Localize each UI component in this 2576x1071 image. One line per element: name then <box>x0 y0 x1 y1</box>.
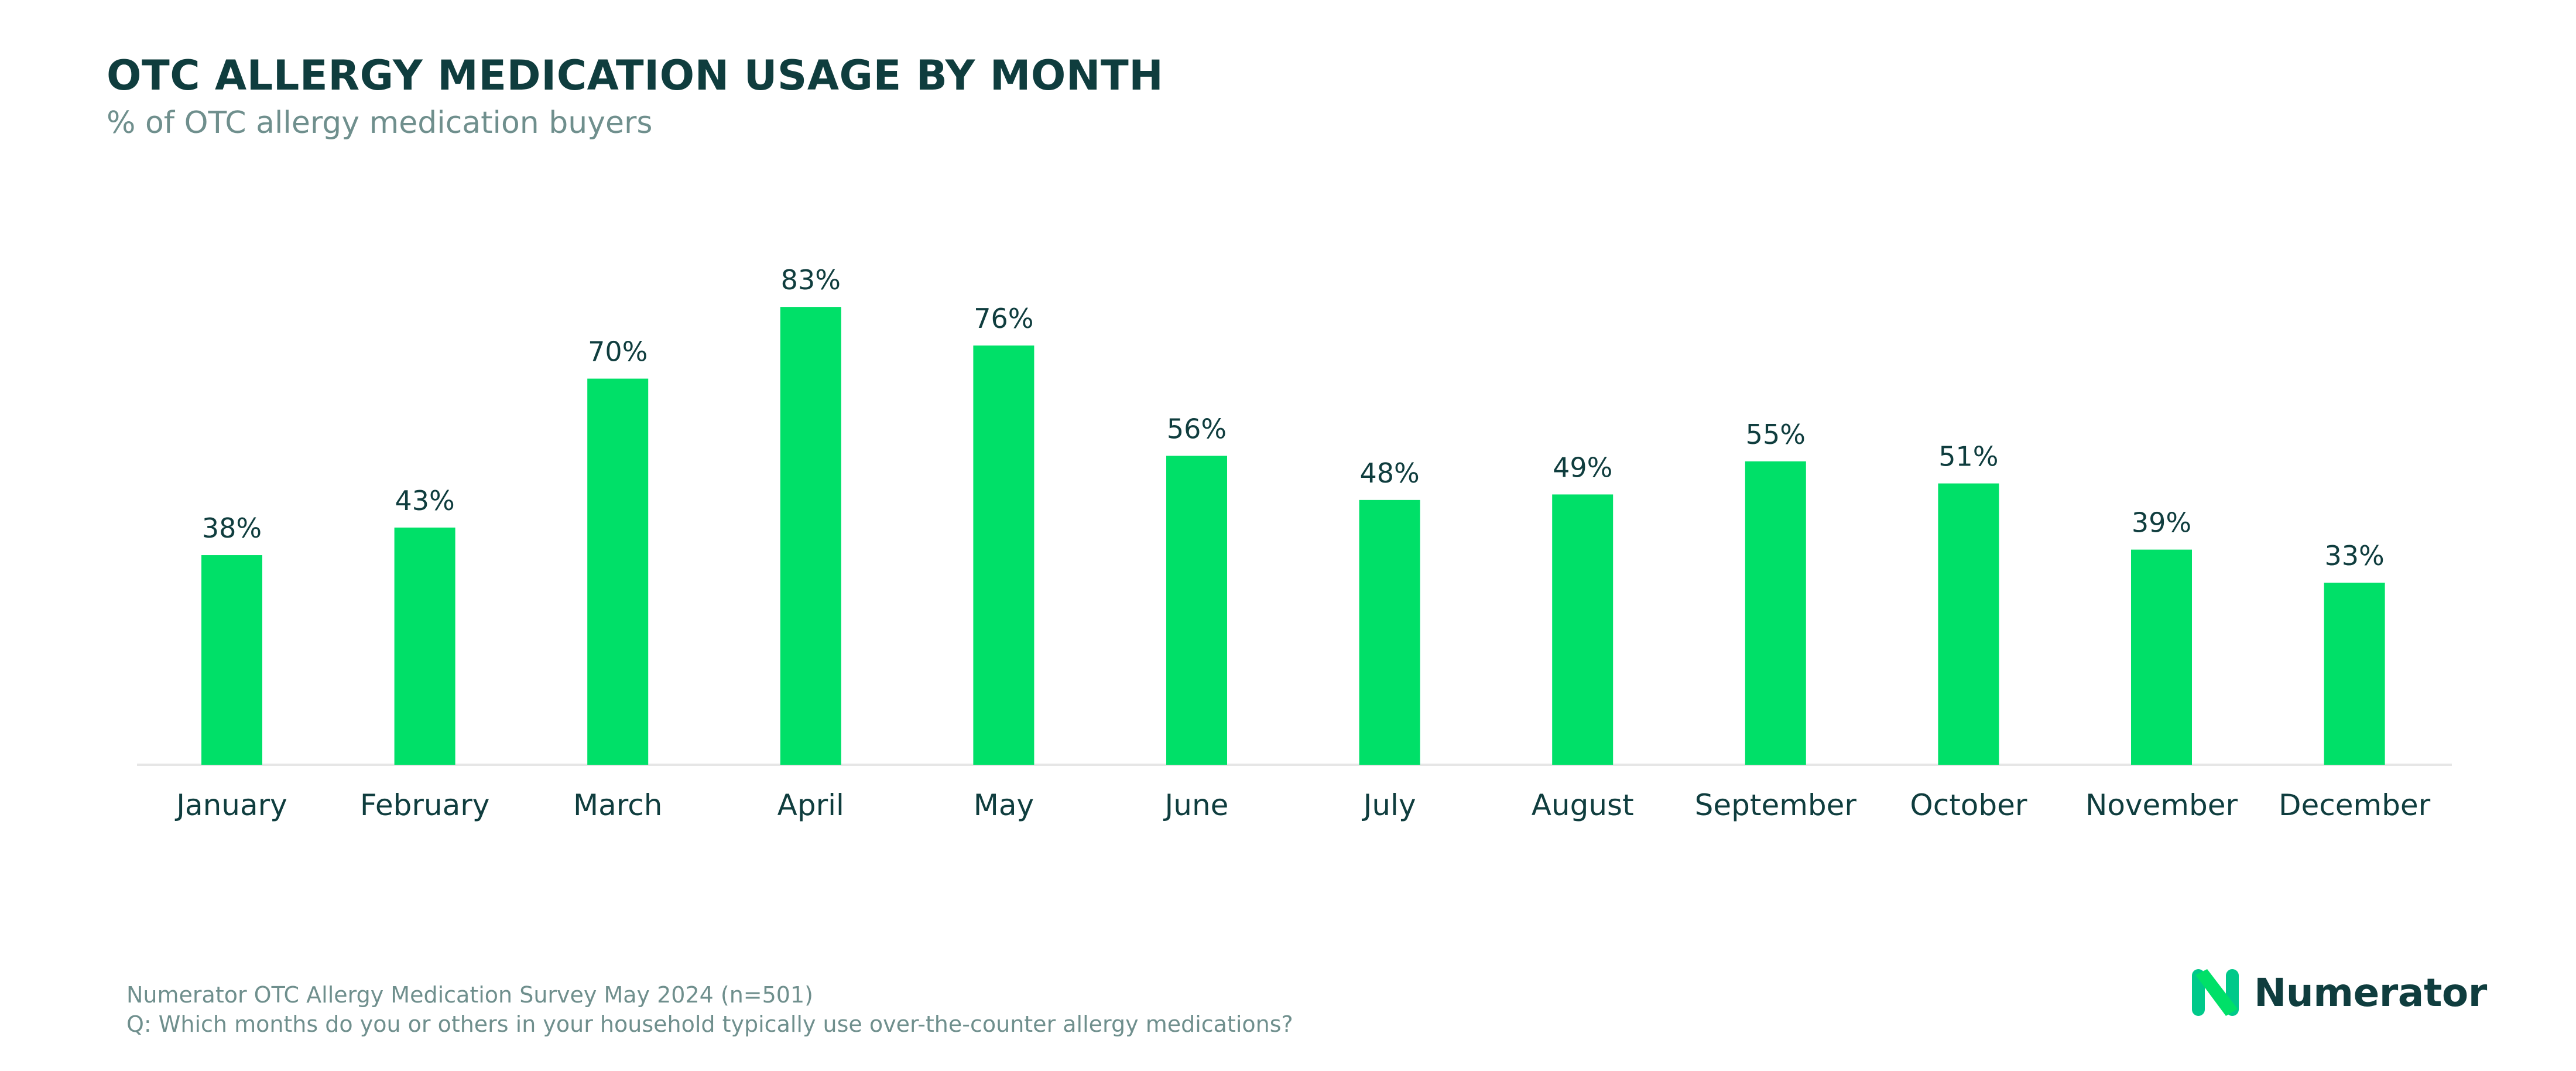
bar-march <box>587 378 649 765</box>
chart-subtitle: % of OTC allergy medication buyers <box>107 105 653 141</box>
x-tick-label-october: October <box>1910 788 2027 822</box>
x-tick-label-june: June <box>1163 788 1229 822</box>
x-tick-label-august: August <box>1532 788 1634 822</box>
bar-may <box>973 345 1034 765</box>
data-label-august: 49% <box>1553 451 1612 483</box>
x-tick-label-september: September <box>1695 788 1857 822</box>
data-label-november: 39% <box>2132 507 2191 539</box>
x-tick-label-april: April <box>777 788 844 822</box>
bar-october <box>1938 483 1999 765</box>
data-label-july: 48% <box>1359 457 1419 489</box>
data-label-march: 70% <box>588 336 648 368</box>
data-label-january: 38% <box>202 512 262 544</box>
chart-title: OTC ALLERGY MEDICATION USAGE BY MONTH <box>107 52 1164 100</box>
numerator-n-logo-icon <box>2192 969 2239 1016</box>
bar-november <box>2131 549 2192 765</box>
bar-june <box>1166 456 1227 765</box>
logo-wordmark: Numerator <box>2254 970 2487 1015</box>
bar-january <box>201 555 262 765</box>
numerator-logo: Numerator <box>2190 966 2487 1019</box>
bar-february <box>394 527 455 765</box>
data-label-february: 43% <box>395 485 454 516</box>
data-label-april: 83% <box>781 264 841 296</box>
x-tick-label-may: May <box>974 788 1034 822</box>
bar-april <box>780 307 841 765</box>
source-note: Numerator OTC Allergy Medication Survey … <box>126 982 813 1008</box>
x-tick-label-january: January <box>174 788 287 822</box>
data-label-december: 33% <box>2324 540 2384 572</box>
data-label-october: 51% <box>1938 441 1998 473</box>
bar-september <box>1745 461 1806 765</box>
x-tick-label-march: March <box>573 788 662 822</box>
bar-december <box>2324 583 2385 765</box>
data-label-september: 55% <box>1746 419 1806 450</box>
data-label-may: 76% <box>974 303 1033 334</box>
x-tick-label-december: December <box>2279 788 2431 822</box>
footer: Numerator OTC Allergy Medication Survey … <box>126 980 1293 1039</box>
bar-august <box>1552 494 1614 765</box>
bar-july <box>1359 499 1420 765</box>
data-label-june: 56% <box>1167 413 1227 444</box>
x-tick-label-february: February <box>360 788 490 822</box>
x-tick-label-november: November <box>2085 788 2238 822</box>
x-tick-label-july: July <box>1362 788 1416 822</box>
bars-group: 38% January 43% February 70% March 83% April 76%… <box>174 264 2430 822</box>
question-note: Q: Which months do you or others in your… <box>126 1011 1293 1037</box>
